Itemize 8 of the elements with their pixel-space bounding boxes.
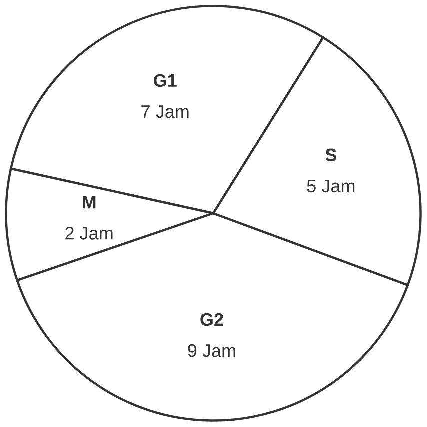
slice-label: S — [326, 148, 336, 162]
slice-label: G1 — [154, 74, 177, 88]
slice-label: G2 — [200, 313, 224, 326]
data-label: 9 Jam — [188, 344, 236, 358]
data-label: 2 Jam — [66, 227, 113, 240]
data-label: 7 Jam — [142, 106, 189, 118]
slice-label: M — [83, 196, 96, 209]
data-label: 5 Jam — [307, 180, 355, 193]
